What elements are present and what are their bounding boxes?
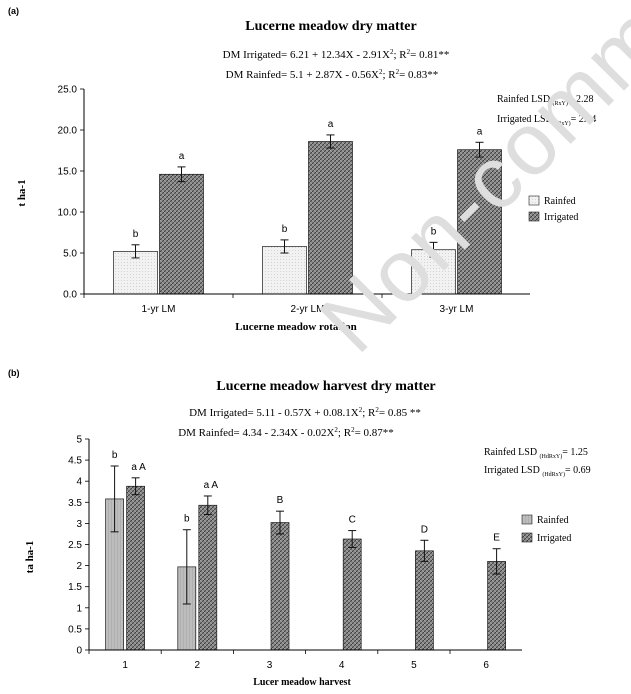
y-tick-label: 1.5 (68, 582, 82, 593)
bars: b a b a b a (113, 119, 502, 295)
x-tick-label: 2 (195, 660, 201, 671)
y-tick-label: 3 (76, 519, 82, 530)
legend-label-rainfed: Rainfed (537, 515, 569, 526)
significance-label: b (282, 224, 288, 235)
legend-label-rainfed: Rainfed (544, 196, 576, 207)
bar-irrigated-1 (126, 485, 145, 651)
bars: b a A b a A B C D E (105, 450, 506, 651)
y-tick-label: 4.5 (68, 456, 82, 467)
panel-label: (a) (8, 6, 19, 16)
panel-label: (b) (8, 368, 20, 378)
legend-swatch-rainfed (528, 195, 540, 206)
bar-irrigated-6 (487, 561, 506, 651)
legend: Rainfed Irrigated (528, 195, 578, 223)
y-tick-label: 0 (76, 646, 82, 657)
y-tick-label: 20.0 (58, 126, 78, 137)
x-tick-label: 5 (411, 660, 417, 671)
legend-label-irrigated: Irrigated (537, 533, 571, 544)
axes (83, 89, 530, 295)
x-axis-label: Lucerne meadow rotation (235, 321, 356, 333)
bar-irrigated-5 (415, 550, 434, 651)
y-axis-ticks: 0 0.5 1 1.5 2 2.5 3 3.5 4 4.5 5 (68, 435, 89, 657)
significance-label: D (421, 524, 428, 535)
x-tick-label: 4 (339, 660, 345, 671)
legend-swatch-irrigated (521, 532, 533, 543)
significance-label: a (477, 126, 483, 137)
chart-title: Lucerne meadow dry matter (245, 19, 416, 34)
equation-irrigated: DM Irrigated= 6.21 + 12.34X - 2.91X2; R2… (223, 48, 450, 61)
bar-irrigated-2 (198, 504, 218, 651)
significance-label: a A (204, 480, 219, 491)
significance-label: a A (131, 462, 146, 473)
x-tick-label: 3-yr LM (440, 304, 474, 315)
y-tick-label: 3.5 (68, 498, 82, 509)
bar-irrigated-4 (342, 538, 362, 651)
bar-rainfed-2 (262, 246, 307, 295)
significance-label: C (349, 515, 356, 526)
bar-irrigated-1 (159, 173, 204, 295)
legend: Rainfed Irrigated (521, 514, 571, 544)
equation-rainfed: DM Rainfed= 4.34 - 2.34X - 0.02X2; R2= 0… (178, 426, 394, 439)
y-tick-label: 1 (76, 603, 82, 614)
y-tick-label: 2 (76, 561, 82, 572)
y-axis-ticks: 0.0 5.0 10.0 15.0 20.0 25.0 (58, 85, 84, 301)
y-tick-label: 25.0 (58, 85, 78, 96)
significance-label: b (112, 450, 118, 461)
lsd-irrigated: Irrigated LSD (RxY)= 2.14 (497, 114, 596, 127)
significance-label: b (431, 226, 437, 237)
y-tick-label: 10.0 (58, 208, 78, 219)
lsd-rainfed: Rainfed LSD (HdRxY)= 1.25 (484, 447, 588, 460)
significance-label: b (133, 229, 139, 240)
y-tick-label: 0.5 (68, 624, 82, 635)
y-tick-label: 5 (76, 435, 82, 446)
equation-rainfed: DM Rainfed= 5.1 + 2.87X - 0.56X2; R2= 0.… (226, 68, 439, 81)
equation-irrigated: DM Irrigated= 5.11 - 0.57X + 0.08.1X2; R… (189, 406, 421, 419)
significance-label: B (277, 495, 284, 506)
x-tick-label: 3 (267, 660, 273, 671)
bar-irrigated-2 (308, 141, 353, 295)
x-tick-label: 1 (122, 660, 128, 671)
x-axis-label: Lucer meadow harvest (253, 677, 351, 688)
bar-irrigated-3 (270, 522, 290, 651)
significance-label: a (179, 151, 185, 162)
y-tick-label: 0.0 (63, 290, 77, 301)
bar-rainfed-1 (113, 251, 158, 295)
y-tick-label: 15.0 (58, 167, 78, 178)
y-axis-label: ta ha-1 (24, 541, 36, 574)
legend-swatch-irrigated (528, 211, 540, 222)
panel-a: (a) Lucerne meadow dry matter DM Irrigat… (8, 6, 596, 333)
y-tick-label: 4 (76, 477, 82, 488)
y-tick-label: 2.5 (68, 540, 82, 551)
bar-irrigated-3 (457, 149, 502, 295)
x-axis-ticks: 1 2 3 4 5 6 (88, 650, 489, 671)
lsd-rainfed: Rainfed LSD (RxY)= 2.28 (497, 94, 594, 107)
x-tick-label: 2-yr LM (291, 304, 325, 315)
lsd-irrigated: Irrigated LSD (HdRxY)= 0.69 (484, 465, 591, 478)
y-tick-label: 5.0 (63, 249, 77, 260)
chart-title: Lucerne meadow harvest dry matter (216, 379, 435, 394)
significance-label: a (328, 119, 334, 130)
y-axis-label: t ha-1 (16, 179, 28, 206)
significance-label: E (493, 533, 500, 544)
legend-swatch-rainfed (521, 514, 533, 525)
axes (88, 439, 522, 651)
x-tick-label: 6 (483, 660, 489, 671)
significance-label: b (184, 514, 190, 525)
legend-label-irrigated: Irrigated (544, 212, 578, 223)
x-axis-ticks: 1-yr LM 2-yr LM 3-yr LM (83, 294, 474, 315)
x-tick-label: 1-yr LM (142, 304, 176, 315)
panel-b: (b) Lucerne meadow harvest dry matter DM… (8, 368, 591, 688)
